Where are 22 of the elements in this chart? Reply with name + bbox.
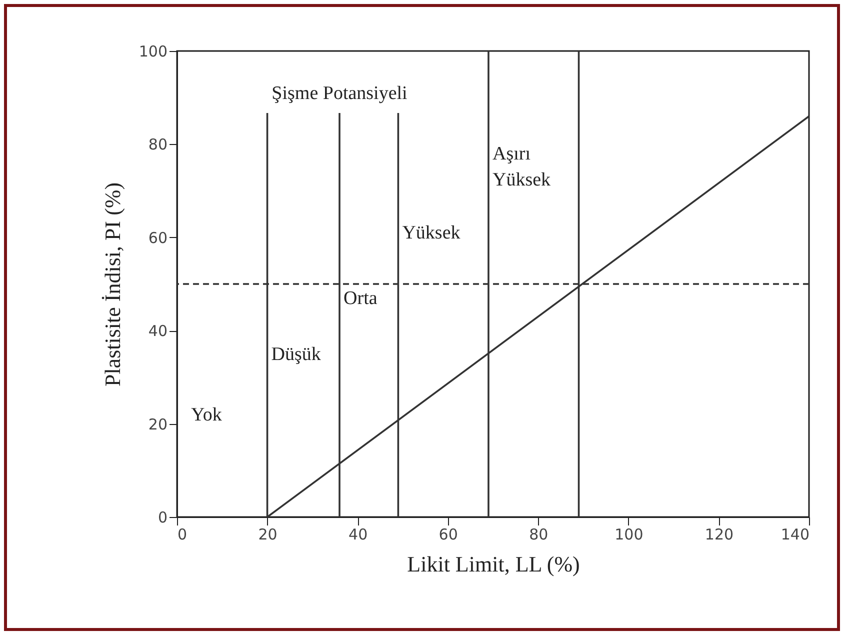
annotation: Yok — [191, 404, 222, 426]
y-tick-label: 0 — [158, 508, 168, 526]
annotation: Düşük — [271, 344, 322, 365]
x-tick-label: 20 — [258, 526, 278, 544]
annotation: Şişme Potansiyeli — [272, 83, 408, 104]
annotation: Aşırı Yüksek — [492, 144, 552, 191]
y-tick-label: 40 — [148, 322, 168, 340]
y-axis-title: Plastisite İndisi, PI (%) — [100, 182, 125, 387]
annotation: Orta — [344, 288, 378, 309]
x-tick-label: 60 — [438, 526, 458, 544]
x-tick-label: 120 — [704, 526, 734, 544]
x-tick-label: 140 — [780, 526, 810, 544]
y-tick-label: 100 — [138, 42, 168, 60]
x-tick-label: 40 — [348, 526, 368, 544]
x-tick-label: 0 — [178, 526, 188, 544]
x-tick-label: 80 — [529, 526, 548, 544]
x-axis-title: Likit Limit, LL (%) — [407, 552, 580, 576]
annotation: Yüksek — [402, 222, 461, 244]
y-tick-label: 60 — [148, 228, 168, 247]
x-tick-label: 100 — [614, 526, 644, 544]
y-tick-label: 80 — [148, 136, 168, 154]
y-tick-label: 20 — [148, 415, 168, 434]
